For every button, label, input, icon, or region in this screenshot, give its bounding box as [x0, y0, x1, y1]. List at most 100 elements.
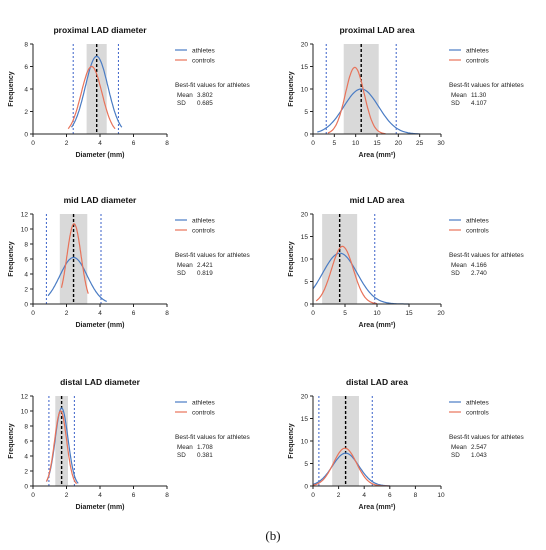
- series-curve-controls: [60, 223, 89, 294]
- y-tick-label: 15: [301, 64, 309, 71]
- y-axis-label: Frequency: [8, 241, 15, 277]
- x-tick-label: 0: [311, 492, 315, 499]
- y-tick-label: 5: [304, 461, 308, 468]
- legend-label-controls: controls: [192, 410, 216, 417]
- y-tick-label: 20: [301, 42, 309, 49]
- y-tick-label: 12: [21, 394, 29, 401]
- chart-title: distal LAD area: [346, 377, 408, 387]
- chart-panel-4: 0 5 10 15 20 0 5 10 15 20 mid LAD area Area (mm²) Fr…: [288, 195, 525, 329]
- chart-title: proximal LAD area: [339, 25, 414, 35]
- x-tick-label: 4: [98, 140, 102, 147]
- y-tick-label: 10: [21, 409, 29, 416]
- x-tick-label: 20: [395, 140, 403, 147]
- y-tick-label: 6: [24, 64, 28, 71]
- y-tick-label: 20: [301, 394, 309, 401]
- chart-panel-3: 0 2 4 6 8 10 12 0 2 4 6 8 mid LAD diameter Diameter (…: [8, 195, 251, 329]
- x-tick-label: 6: [132, 140, 136, 147]
- stats-label-sd: SD: [177, 270, 186, 277]
- stats-label-sd: SD: [177, 100, 186, 107]
- y-tick-label: 0: [24, 132, 28, 139]
- chart-title: proximal LAD diameter: [53, 25, 147, 35]
- y-axis-label: Frequency: [8, 71, 15, 107]
- y-tick-label: 4: [24, 454, 28, 461]
- chart-title: mid LAD area: [350, 195, 405, 205]
- x-tick-label: 8: [414, 492, 418, 499]
- y-tick-label: 10: [301, 257, 309, 264]
- stats-value-mean: 3.802: [197, 92, 213, 99]
- series-curve-controls: [312, 447, 390, 487]
- series-curve-athletes: [71, 55, 123, 128]
- x-tick-label: 0: [311, 310, 315, 317]
- x-tick-label: 8: [165, 140, 169, 147]
- stats-value-mean: 2.421: [197, 262, 213, 269]
- y-tick-label: 8: [24, 424, 28, 431]
- y-axis-label: Frequency: [288, 241, 295, 277]
- x-tick-label: 15: [405, 310, 413, 317]
- series-curve-controls: [67, 65, 116, 130]
- stats-label-sd: SD: [451, 100, 460, 107]
- stats-header: Best-fit values for athletes: [175, 252, 251, 259]
- series-curve-athletes: [47, 256, 107, 303]
- y-tick-label: 10: [301, 439, 309, 446]
- stats-label-mean: Mean: [177, 92, 193, 99]
- y-tick-label: 5: [304, 279, 308, 286]
- x-axis-label: Area (mm²): [359, 504, 396, 511]
- legend-label-athletes: athletes: [466, 48, 490, 55]
- x-tick-label: 4: [362, 492, 366, 499]
- x-tick-label: 2: [337, 492, 341, 499]
- series-curve-controls: [45, 410, 78, 485]
- stats-label-mean: Mean: [451, 92, 467, 99]
- chart-panel-6: 0 5 10 15 20 0 2 4 6 8 10 distal LAD area Area (mm²)…: [288, 377, 525, 511]
- series-curve-controls: [327, 66, 386, 135]
- stats-value-sd: 4.107: [471, 100, 487, 107]
- legend-label-controls: controls: [466, 228, 490, 235]
- x-tick-label: 0: [311, 140, 315, 147]
- legend-label-athletes: athletes: [192, 400, 216, 407]
- y-tick-label: 10: [21, 227, 29, 234]
- x-tick-label: 25: [416, 140, 424, 147]
- x-tick-label: 4: [98, 310, 102, 317]
- x-axis-label: Diameter (mm): [75, 322, 124, 329]
- stats-label-sd: SD: [451, 270, 460, 277]
- y-tick-label: 2: [24, 469, 28, 476]
- y-tick-label: 10: [301, 87, 309, 94]
- chart-panel-2: 0 5 10 15 20 0 5 10 15 20 25 30 proximal LAD area Are…: [288, 25, 525, 159]
- figure-caption: (b): [265, 528, 281, 543]
- x-tick-label: 15: [373, 140, 381, 147]
- stats-value-mean: 2.547: [471, 444, 487, 451]
- stats-header: Best-fit values for athletes: [175, 434, 251, 441]
- stats-header: Best-fit values for athletes: [449, 252, 525, 259]
- stats-label-mean: Mean: [451, 262, 467, 269]
- x-axis-label: Area (mm²): [359, 322, 396, 329]
- stats-label-mean: Mean: [451, 444, 467, 451]
- y-axis-label: Frequency: [8, 423, 15, 459]
- x-tick-label: 20: [437, 310, 445, 317]
- series-curve-athletes: [312, 452, 390, 487]
- x-tick-label: 0: [31, 492, 35, 499]
- series-curve-athletes: [317, 88, 420, 135]
- stats-value-sd: 1.043: [471, 452, 487, 459]
- y-tick-label: 0: [24, 484, 28, 491]
- legend-label-controls: controls: [192, 58, 216, 65]
- x-tick-label: 6: [132, 492, 136, 499]
- x-tick-label: 2: [65, 492, 69, 499]
- x-tick-label: 10: [352, 140, 360, 147]
- x-tick-label: 4: [98, 492, 102, 499]
- stats-value-sd: 0.381: [197, 452, 213, 459]
- x-tick-label: 6: [388, 492, 392, 499]
- stats-value-mean: 1.708: [197, 444, 213, 451]
- x-axis-label: Area (mm²): [359, 152, 396, 159]
- series-curve-controls: [315, 245, 378, 305]
- chart-title: distal LAD diameter: [60, 377, 141, 387]
- chart-panel-5: 0 2 4 6 8 10 12 0 2 4 6 8 distal LAD diameter Diamete…: [8, 377, 251, 511]
- stats-value-mean: 11.30: [471, 92, 487, 99]
- legend-label-athletes: athletes: [192, 48, 216, 55]
- y-tick-label: 12: [21, 212, 29, 219]
- y-tick-label: 2: [24, 287, 28, 294]
- x-tick-label: 8: [165, 492, 169, 499]
- y-tick-label: 6: [24, 439, 28, 446]
- stats-header: Best-fit values for athletes: [175, 82, 251, 89]
- y-tick-label: 4: [24, 87, 28, 94]
- legend-label-athletes: athletes: [466, 400, 490, 407]
